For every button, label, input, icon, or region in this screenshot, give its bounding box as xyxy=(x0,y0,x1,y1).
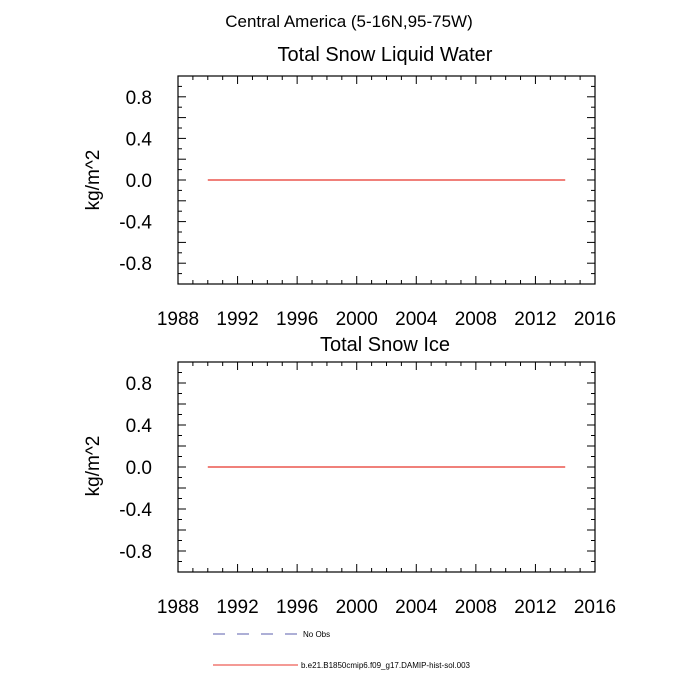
x-tick-label: 2012 xyxy=(514,309,556,330)
y-tick-label: 0.4 xyxy=(126,129,153,150)
y-axis-label: kg/m^2 xyxy=(83,150,104,211)
legend-label: No Obs xyxy=(303,630,330,639)
y-tick-label: 0.0 xyxy=(126,458,152,479)
x-tick-label: 1992 xyxy=(216,597,258,618)
legend-item-no-obs: No Obs xyxy=(213,630,330,639)
x-tick-label: 2000 xyxy=(336,597,378,618)
panel-title: Total Snow Liquid Water xyxy=(278,44,493,66)
y-tick-label: 0.0 xyxy=(126,171,152,192)
x-tick-label: 2012 xyxy=(514,597,556,618)
x-tick-label: 1992 xyxy=(216,309,258,330)
y-tick-label: -0.8 xyxy=(119,542,152,563)
y-tick-label: 0.8 xyxy=(126,374,152,395)
legend-label: b.e21.B1850cmip6.f09_g17.DAMIP-hist-sol.… xyxy=(301,661,471,670)
x-tick-label: 1988 xyxy=(157,309,199,330)
x-tick-label: 2008 xyxy=(455,309,497,330)
x-tick-label: 2000 xyxy=(336,309,378,330)
x-tick-label: 2016 xyxy=(574,309,616,330)
y-axis-label: kg/m^2 xyxy=(83,436,104,497)
x-tick-label: 2008 xyxy=(455,597,497,618)
x-tick-label: 1996 xyxy=(276,597,318,618)
y-tick-label: 0.4 xyxy=(126,416,153,437)
legend-item-model: b.e21.B1850cmip6.f09_g17.DAMIP-hist-sol.… xyxy=(213,661,471,670)
y-tick-label: -0.8 xyxy=(119,254,152,275)
axis-ticks xyxy=(177,361,596,573)
y-tick-labels: 0.8 0.4 0.0 -0.4 -0.8 xyxy=(119,88,152,275)
y-tick-label: -0.4 xyxy=(119,500,152,521)
x-tick-label: 1988 xyxy=(157,597,199,618)
axis-ticks xyxy=(177,75,596,285)
x-tick-labels: 1988 1992 1996 2000 2004 2008 2012 2016 xyxy=(157,309,616,330)
panel-snow-ice: Total Snow Ice kg/m^2 0.80.40.0-0.4-0.8 … xyxy=(83,334,616,618)
y-tick-labels: 0.8 0.4 0.0 -0.4 -0.8 xyxy=(119,374,152,563)
y-tick-label: -0.4 xyxy=(119,213,152,234)
x-tick-label: 1996 xyxy=(276,309,318,330)
figure-suptitle: Central America (5-16N,95-75W) xyxy=(225,12,473,31)
y-tick-label: 0.8 xyxy=(126,88,152,109)
x-tick-label: 2004 xyxy=(395,309,438,330)
panel-snow-liquid-water: Total Snow Liquid Water kg/m^2 0.8 0.4 0.0… xyxy=(83,44,616,330)
x-tick-label: 2004 xyxy=(395,597,438,618)
legend: No Obs b.e21.B1850cmip6.f09_g17.DAMIP-hi… xyxy=(213,630,471,670)
panel-title: Total Snow Ice xyxy=(320,334,450,356)
x-tick-labels: 1988 1992 1996 2000 2004 2008 2012 2016 xyxy=(157,597,616,618)
x-tick-label: 2016 xyxy=(574,597,616,618)
